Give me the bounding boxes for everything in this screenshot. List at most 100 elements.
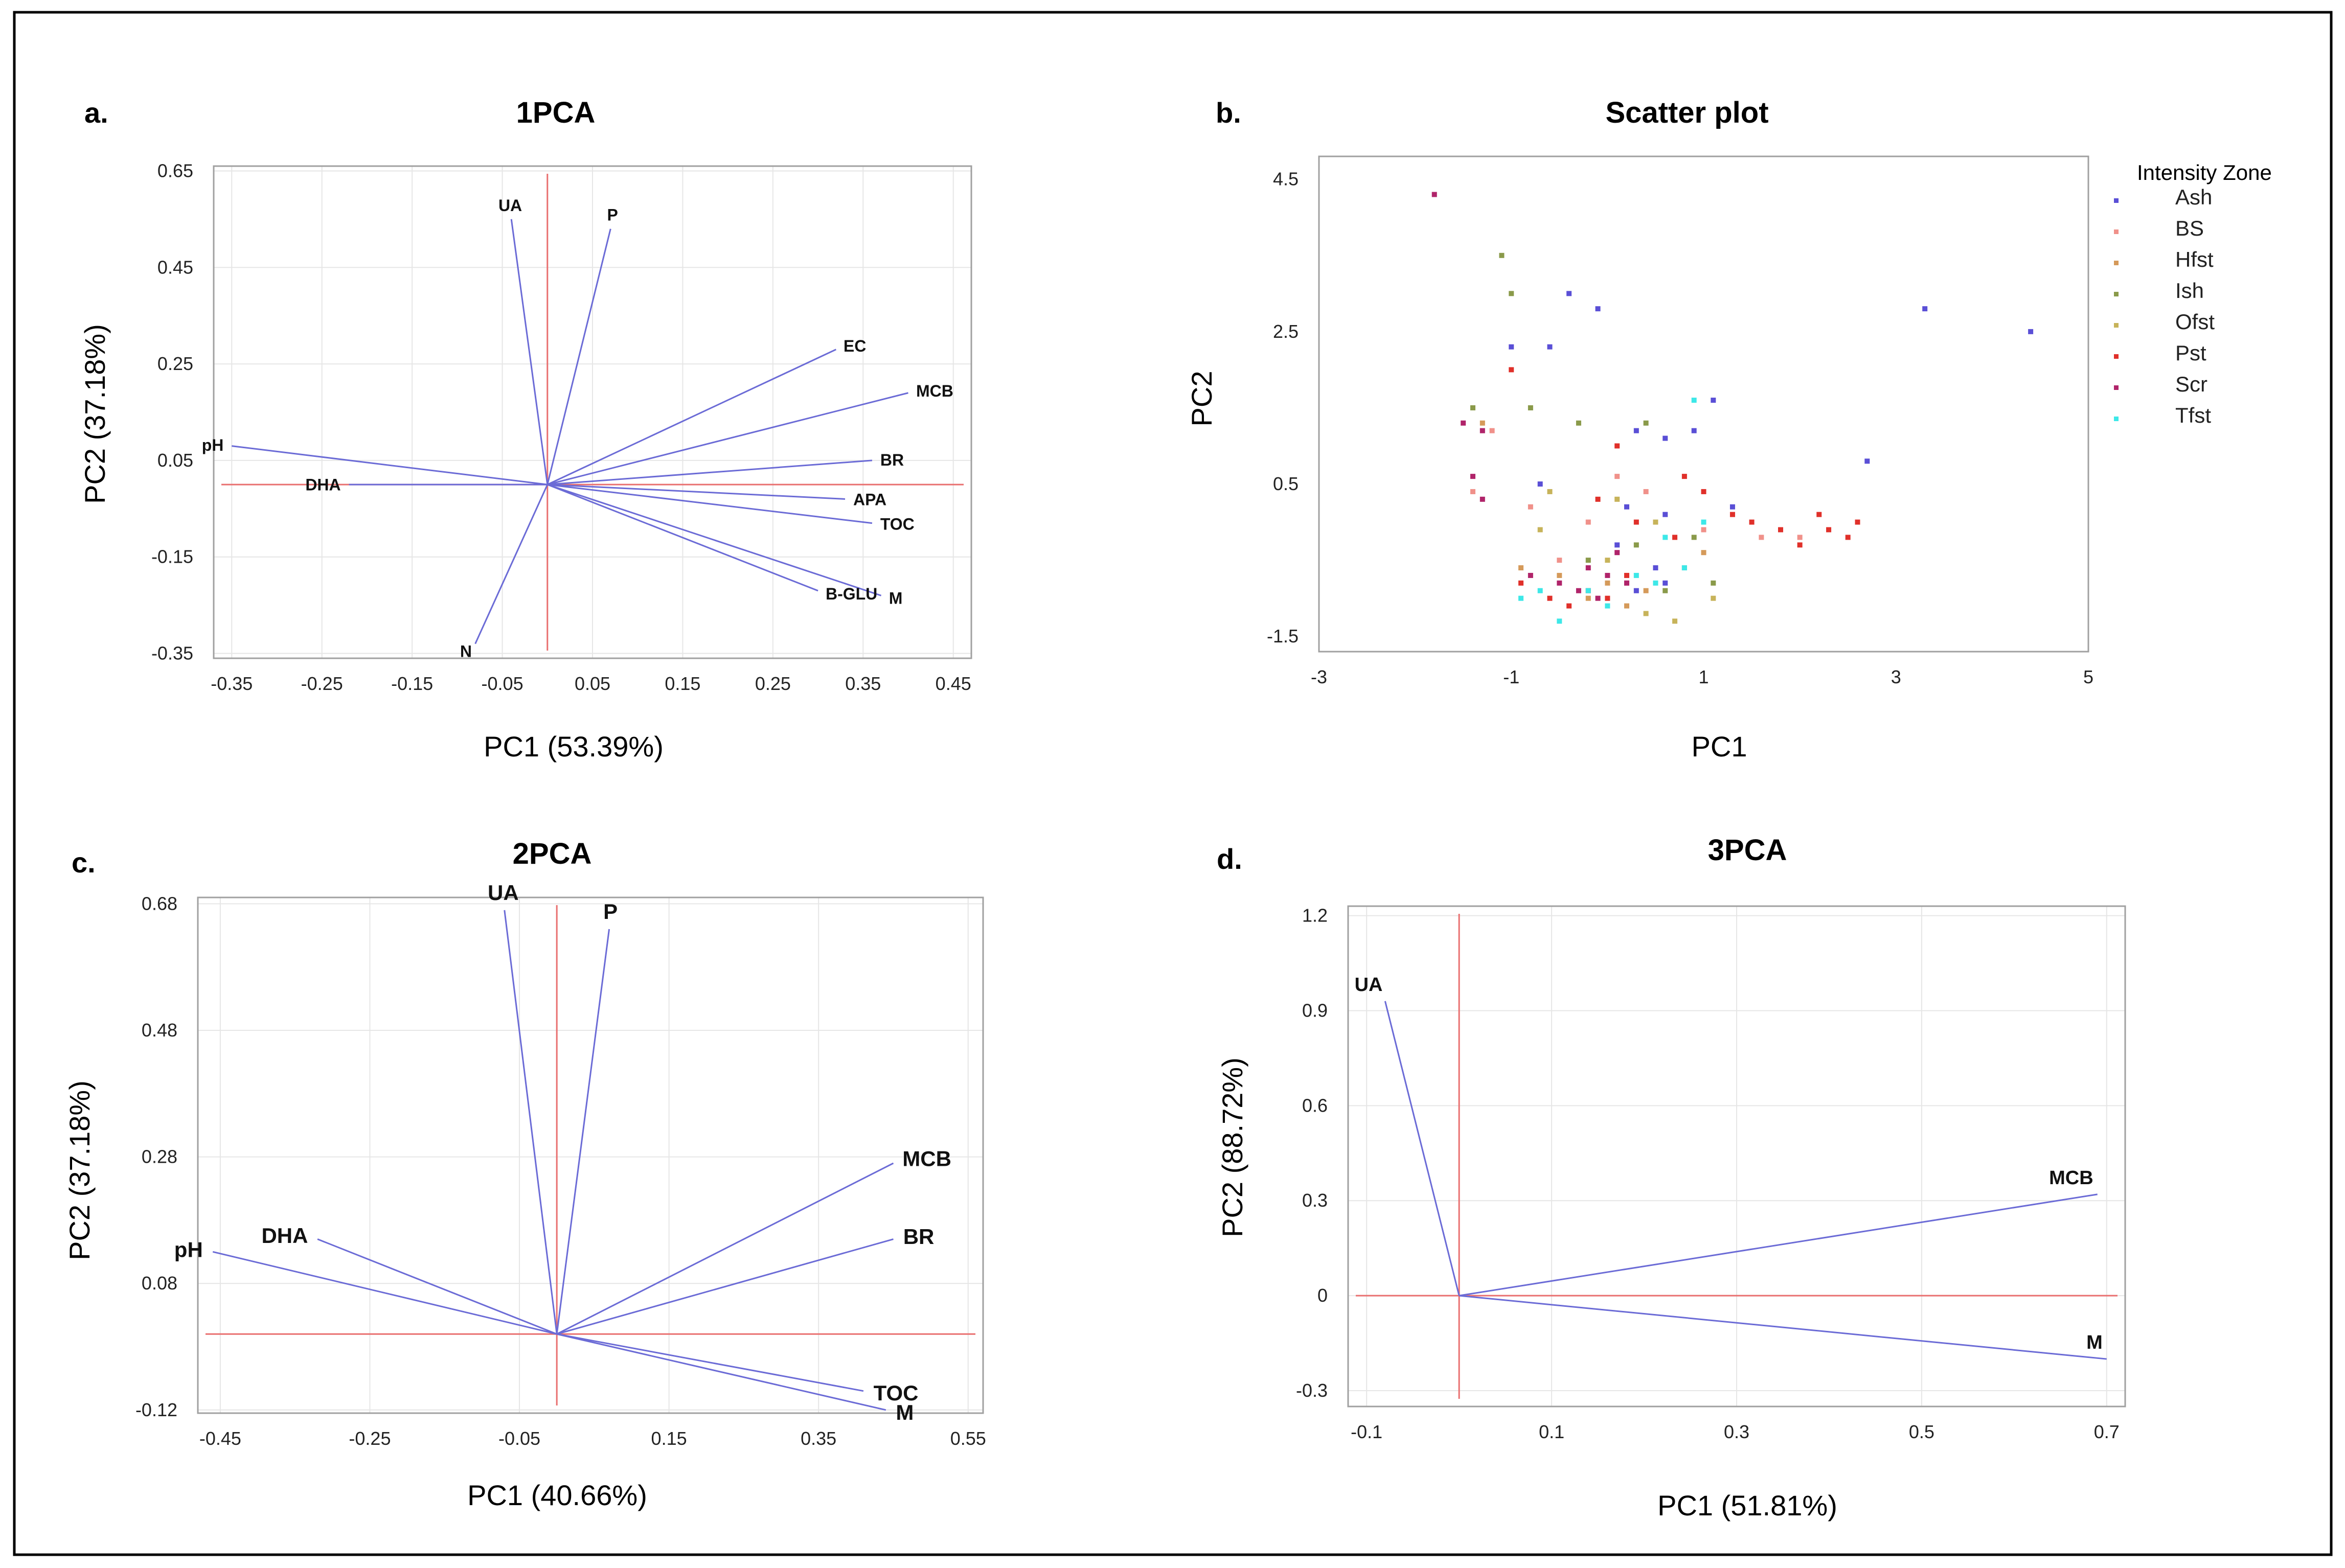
vector-label-br: BR — [880, 451, 904, 469]
x-tick-label: 3 — [1891, 666, 1901, 687]
point-tfst — [1691, 398, 1697, 403]
legend-marker-tfst — [2114, 417, 2119, 421]
x-tick-label: -0.35 — [211, 673, 253, 694]
y-tick-label: 4.5 — [1273, 169, 1299, 190]
point-bs — [1528, 504, 1533, 510]
point-scr — [1528, 572, 1533, 578]
vector-n — [474, 484, 549, 644]
point-ofst — [1537, 527, 1543, 533]
point-pst — [1729, 512, 1735, 517]
point-ish — [1528, 405, 1533, 410]
y-tick-label: -1.5 — [1267, 626, 1299, 647]
point-ish — [1633, 542, 1639, 548]
point-tfst — [1605, 603, 1610, 609]
plot-a: -0.35 -0.25 -0.15 -0.05 0.05 0.15 0.25 0.35 0.45… — [151, 160, 972, 694]
point-bs — [1643, 489, 1649, 494]
point-pst — [1672, 535, 1678, 540]
point-pst — [1595, 496, 1601, 502]
point-pst — [1855, 519, 1860, 525]
vector-mcb — [547, 392, 908, 486]
y-tick-label: -0.12 — [135, 1399, 177, 1420]
vector-ec — [547, 349, 836, 486]
legend-title: Intensity Zone — [2137, 160, 2272, 185]
vector-label-toc: TOC — [874, 1381, 919, 1405]
plot-border — [213, 165, 972, 659]
point-bs — [1585, 519, 1591, 525]
panel-c-title: 2PCA — [513, 837, 592, 870]
vector-label-toc: TOC — [880, 515, 915, 534]
point-ash — [1653, 565, 1658, 571]
y-tick-label: 0.9 — [1302, 1000, 1328, 1021]
y-tick-label: 0 — [1317, 1285, 1328, 1306]
point-tfst — [1701, 519, 1706, 525]
vector-mcb — [556, 1162, 894, 1335]
point-ofst — [1653, 519, 1658, 525]
vector-toc — [547, 483, 873, 524]
point-pst — [1826, 527, 1832, 533]
vector-br — [556, 1238, 894, 1335]
plot-b: -3 -1 1 3 5 -1.5 0.5 2.5 4.5 — [1267, 155, 2093, 687]
panel-d: d. 3PCA PC1 (51.81%) PC2 (88.72%) -0.1 0.… — [1216, 834, 2126, 1521]
legend-entry-ish: Ish — [2175, 279, 2204, 303]
vector-ph — [232, 445, 548, 486]
point-ish — [1509, 291, 1514, 296]
legend-marker-pst — [2114, 354, 2119, 359]
y-tick-label: 0.05 — [157, 450, 193, 471]
vector-label-mcb: MCB — [2049, 1167, 2093, 1189]
x-tick-label: 1 — [1698, 666, 1709, 687]
point-hfst — [1479, 420, 1485, 426]
x-tick-label: 0.15 — [665, 673, 700, 694]
panel-d-label: d. — [1217, 843, 1242, 875]
y-tick-label: 0.45 — [157, 257, 193, 278]
point-pst — [1509, 367, 1514, 373]
point-ash — [1614, 542, 1620, 548]
point-hfst — [1643, 588, 1649, 593]
point-ish — [1711, 580, 1716, 586]
point-pst — [1624, 572, 1629, 578]
point-pst — [1633, 519, 1639, 525]
point-ash — [1663, 435, 1668, 441]
point-tfst — [1518, 595, 1524, 601]
panel-c-ylabel: PC2 (37.18%) — [63, 1080, 96, 1260]
point-pst — [1701, 489, 1706, 494]
panel-c-label: c. — [72, 846, 96, 879]
point-ish — [1691, 535, 1697, 540]
panel-b-label: b. — [1216, 97, 1241, 129]
vector-label-apa: APA — [853, 490, 886, 509]
plot-border — [1347, 905, 2126, 1408]
point-ish — [1643, 420, 1649, 426]
point-ash — [1864, 458, 1870, 464]
point-ofst — [1711, 595, 1716, 601]
point-hfst — [1701, 550, 1706, 556]
point-ofst — [1605, 558, 1610, 563]
vector-label-br: BR — [903, 1225, 935, 1249]
legend-entry-tfst: Tfst — [2175, 403, 2211, 427]
panel-d-ylabel: PC2 (88.72%) — [1216, 1057, 1248, 1237]
point-bs — [1489, 428, 1495, 433]
plot-d: -0.1 0.1 0.3 0.5 0.7 -0.3 0 0.3 0.6 0.9 1.2 UA MCB M — [1296, 905, 2126, 1442]
point-tfst — [1537, 588, 1543, 593]
point-pst — [1816, 512, 1822, 517]
panel-a-xlabel: PC1 (53.39%) — [484, 730, 664, 763]
point-hfst — [1557, 572, 1562, 578]
x-tick-label: 0.3 — [1724, 1421, 1749, 1442]
point-ash — [1509, 344, 1514, 350]
point-scr — [1479, 496, 1485, 502]
point-ash — [1595, 306, 1601, 312]
point-pst — [1681, 474, 1687, 479]
point-ash — [1547, 344, 1553, 350]
point-bs — [1614, 474, 1620, 479]
legend-marker-scr — [2114, 385, 2119, 390]
panel-a-ylabel: PC2 (37.18%) — [79, 324, 111, 504]
legend-entry-ash: Ash — [2175, 185, 2212, 209]
point-tfst — [1681, 565, 1687, 571]
vector-label-m: M — [2086, 1332, 2103, 1353]
point-ash — [1566, 291, 1572, 296]
point-hfst — [1518, 565, 1524, 571]
figure-frame — [13, 11, 2333, 1556]
point-ish — [1499, 252, 1505, 258]
point-ash — [1633, 588, 1639, 593]
vector-m — [1459, 1295, 2107, 1360]
legend-marker-ofst — [2114, 323, 2119, 328]
